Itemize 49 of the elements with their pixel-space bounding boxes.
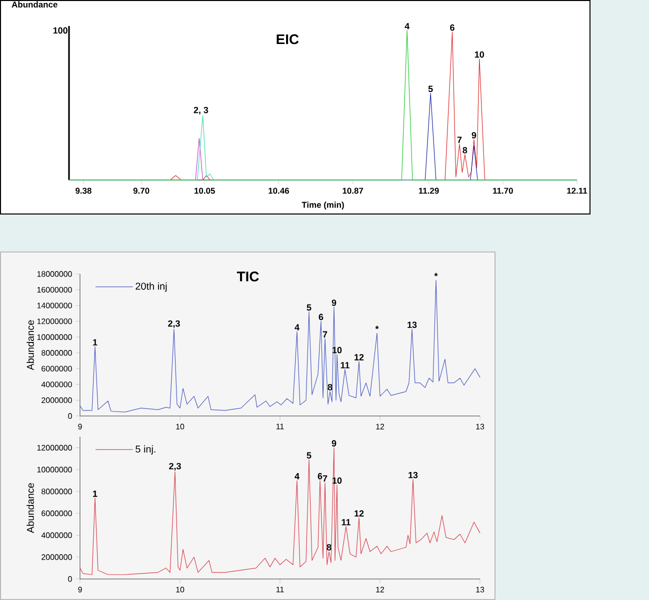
x-tick-label: 11.70 <box>493 188 513 194</box>
y-axis-title: Abundance <box>26 483 34 534</box>
annotation: 4 <box>294 324 300 330</box>
x-axis-title: Time (min) <box>302 202 344 210</box>
x-tick-label: 10.87 <box>342 188 364 194</box>
annotation: 13 <box>408 472 418 478</box>
annotation: 8 <box>326 544 332 550</box>
y-axis-title: Abundance <box>26 320 34 370</box>
annotation: 2,3 <box>169 462 181 471</box>
x-tick-label: 12.11 <box>567 188 588 194</box>
text: 100 <box>53 27 68 34</box>
annotation: 9 <box>332 440 336 447</box>
annotation: 7 <box>322 331 328 338</box>
legend-label: 20th inj <box>136 282 167 292</box>
annotation: 6 <box>318 472 322 480</box>
annotation: 1 <box>93 490 98 497</box>
chart-title: TIC <box>236 272 259 282</box>
annotation: 13 <box>408 322 417 328</box>
annotation: 2, 3 <box>194 106 208 114</box>
chart-title: EIC <box>276 34 299 44</box>
annotation: 6 <box>450 24 454 31</box>
x-tick-label: 9.70 <box>133 188 150 194</box>
annotation: 8 <box>462 147 468 154</box>
annotation: 12 <box>354 354 364 360</box>
annotation: 9 <box>472 132 476 138</box>
annotation: 9 <box>332 300 336 306</box>
x-tick-label: 9.38 <box>76 188 92 194</box>
annotation: * <box>434 272 438 276</box>
annotation: 10 <box>474 51 484 58</box>
y-axis-title: Abundance <box>12 1 58 8</box>
legend-label: 5 inj. <box>136 445 156 455</box>
annotation: * <box>375 326 379 330</box>
x-tick-label: 10.05 <box>194 188 215 194</box>
annotation: 11 <box>342 519 350 526</box>
annotation: 5 <box>306 304 312 311</box>
annotation: 1 <box>93 339 98 346</box>
annotation: 7 <box>322 475 328 482</box>
annotation: 2,3 <box>168 320 180 328</box>
annotation: 4 <box>404 23 410 30</box>
annotation: 4 <box>294 473 300 480</box>
annotation: 7 <box>457 136 462 143</box>
annotation: 11 <box>340 362 350 368</box>
annotation: 10 <box>332 346 342 354</box>
x-tick-label: 11.29 <box>418 188 439 194</box>
annotation: 5 <box>428 86 433 92</box>
x-tick-label: 10.46 <box>268 188 290 194</box>
annotation: 5 <box>306 452 312 459</box>
annotation: 12 <box>354 510 364 517</box>
annotation: 6 <box>318 314 324 320</box>
